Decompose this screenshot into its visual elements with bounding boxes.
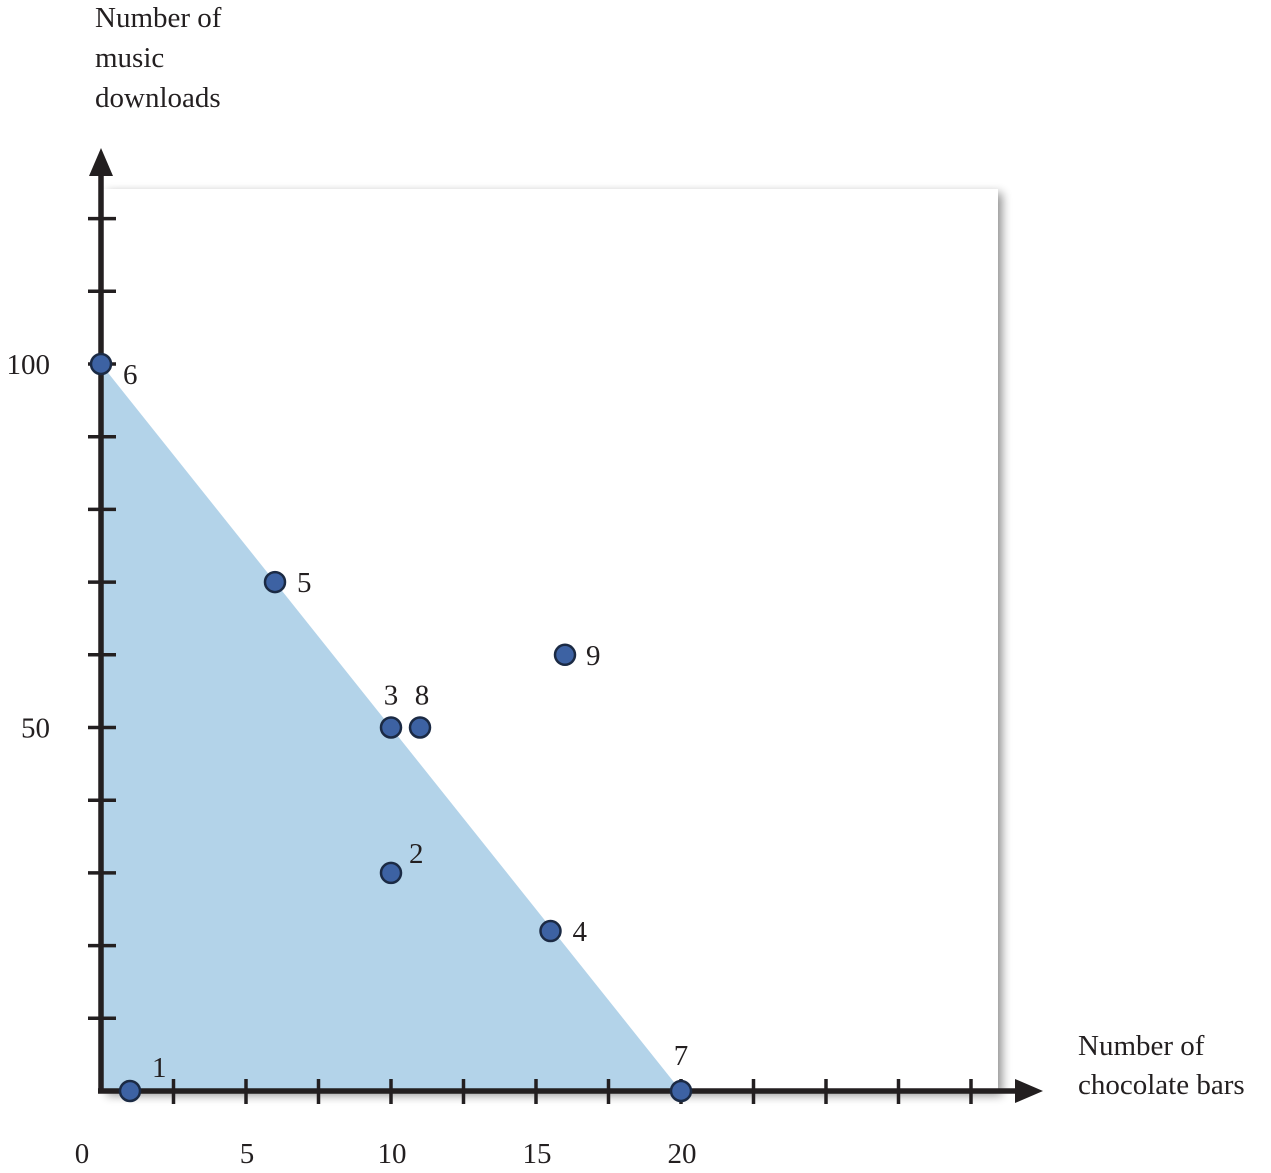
x-tick-label: 5: [240, 1138, 255, 1170]
x-axis-arrow: [1015, 1079, 1043, 1103]
y-tick-labels: 50 100: [7, 349, 51, 745]
data-point-label-5: 5: [297, 567, 312, 599]
y-axis-arrow: [89, 148, 113, 176]
data-point-9: [553, 643, 577, 667]
data-point-label-8: 8: [415, 680, 430, 712]
data-point-label-1: 1: [152, 1052, 167, 1084]
x-tick-label: 15: [523, 1138, 552, 1170]
x-tick-labels: 0 5 10 15 20: [75, 1138, 697, 1170]
y-tick-label: 100: [7, 349, 51, 381]
data-point-8: [408, 716, 432, 739]
x-axis-title: Number of chocolate bars: [1078, 1030, 1245, 1101]
data-point-label-3: 3: [384, 680, 399, 712]
data-point-label-2: 2: [409, 838, 424, 870]
data-point-5: [263, 570, 287, 594]
data-point-label-7: 7: [674, 1040, 689, 1072]
x-tick-label: 10: [378, 1138, 407, 1170]
data-point-4: [539, 919, 562, 943]
x-tick-label: 20: [668, 1138, 697, 1170]
y-tick-label: 50: [21, 713, 50, 745]
data-point-label-6: 6: [123, 359, 138, 391]
data-point-7: [669, 1079, 693, 1103]
data-points: 1 2 3 4 5 6 7 8 9: [89, 352, 693, 1103]
y-axis-title: Number of music downloads: [95, 2, 229, 114]
data-point-2: [379, 861, 403, 885]
data-point-label-4: 4: [573, 916, 588, 948]
x-tick-label: 0: [75, 1138, 90, 1170]
data-point-6: [89, 352, 113, 376]
data-point-3: [379, 716, 403, 739]
data-point-label-9: 9: [586, 640, 601, 672]
data-point-1: [118, 1079, 142, 1103]
